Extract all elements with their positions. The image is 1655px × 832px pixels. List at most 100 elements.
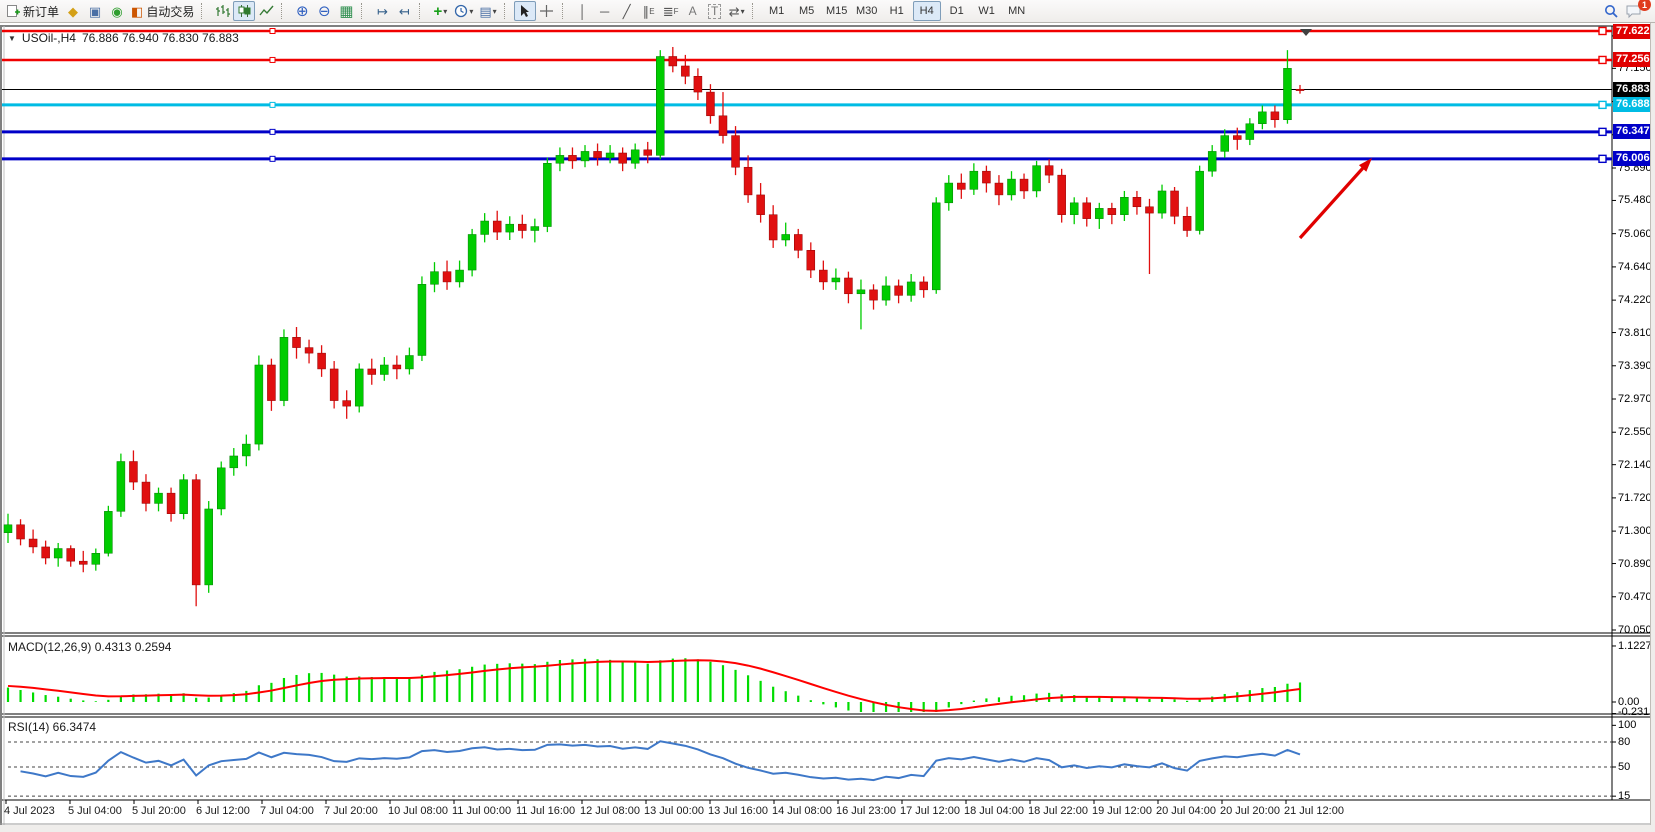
zoom-in-button[interactable]: ⊕ (291, 1, 313, 21)
vertical-line-tool[interactable]: │ (572, 1, 594, 21)
text-tool[interactable]: A (682, 1, 704, 21)
rsi-axis-label: 80 (1618, 736, 1631, 748)
zoom-in-icon: ⊕ (296, 2, 309, 20)
add-indicator-icon: + (433, 2, 443, 20)
text-icon: A (688, 3, 697, 18)
trendline-tool[interactable]: ╱ (616, 1, 638, 21)
zoom-out-icon: ⊖ (318, 2, 331, 20)
autotrading-label: 自动交易 (146, 4, 195, 19)
price-tick-label: 73.810 (1618, 326, 1652, 339)
arrows-icon: ⇄ (728, 3, 740, 19)
time-axis-label: 13 Jul 16:00 (708, 805, 768, 817)
channel-tool[interactable]: ∥ E (642, 3, 655, 19)
price-level-badge[interactable]: 76.006 (1613, 151, 1655, 167)
time-axis-label: 5 Jul 04:00 (68, 805, 122, 817)
toolbar-separator (281, 3, 288, 19)
toolbar-separator (201, 3, 208, 19)
time-axis-label: 20 Jul 04:00 (1156, 805, 1216, 817)
price-level-badge[interactable]: 77.256 (1613, 52, 1655, 68)
timeframe-button-m1[interactable]: M1 (769, 5, 785, 17)
indicators-button[interactable]: + ▾ (429, 1, 451, 21)
chat-button[interactable]: 1 (1622, 0, 1651, 21)
rsi-indicator-label: RSI(14) 66.3474 (8, 720, 97, 734)
candlestick-chart-icon (238, 5, 251, 17)
time-axis-label: 20 Jul 20:00 (1220, 805, 1280, 817)
line-chart-mode-button[interactable] (255, 1, 277, 21)
timeframe-button-h4[interactable]: H4 (912, 1, 941, 21)
price-tick-label: 72.140 (1618, 458, 1652, 471)
search-icon (1604, 4, 1618, 18)
autotrading-button[interactable]: ◧ 自动交易 (128, 1, 197, 21)
chart-shift-button[interactable]: ↤ (393, 1, 415, 21)
equidistant-channel-icon: ∥ (642, 3, 650, 19)
crosshair-tool-button[interactable] (536, 1, 558, 21)
price-level-badge[interactable]: 77.622 (1613, 23, 1655, 39)
trendline-icon: ╱ (622, 3, 631, 19)
candlestick-chart-mode-button[interactable] (233, 1, 256, 21)
time-axis-label: 18 Jul 04:00 (964, 805, 1024, 817)
rsi-axis-label: 15 (1618, 790, 1631, 803)
current-price-badge: 76.883 (1613, 81, 1655, 97)
zoom-out-button[interactable]: ⊖ (313, 1, 335, 21)
timeframe-button-w1[interactable]: W1 (978, 5, 995, 17)
bar-chart-icon (215, 5, 230, 17)
clock-icon (455, 4, 468, 18)
macd-axis-label: -0.2312 (1618, 706, 1655, 718)
new-order-button[interactable]: 新订单 (3, 1, 62, 21)
templates-button[interactable]: ▤ ▾ (476, 1, 499, 21)
toolbar-separator (751, 3, 759, 19)
signals-button[interactable]: ◉ (106, 1, 128, 21)
horizontal-line-tool[interactable]: ─ (594, 1, 616, 21)
auto-scroll-button[interactable]: ↦ (371, 1, 393, 21)
crosshair-icon (540, 5, 554, 17)
periods-button[interactable]: ▾ (451, 1, 476, 21)
time-axis-label: 4 Jul 2023 (4, 805, 55, 817)
data-window-button[interactable]: ▣ (84, 1, 106, 21)
price-tick-label: 74.220 (1618, 294, 1652, 307)
timeframe-button-h1[interactable]: H1 (889, 5, 904, 17)
tile-windows-button[interactable]: ▦ (335, 1, 357, 21)
data-window-icon: ▣ (88, 3, 102, 19)
time-axis-label: 11 Jul 16:00 (516, 805, 576, 817)
timeframe-button-m5[interactable]: M5 (799, 5, 815, 17)
toolbar-separator (561, 3, 569, 19)
price-level-badge[interactable]: 76.688 (1613, 97, 1655, 113)
bar-chart-mode-button[interactable] (211, 1, 233, 21)
new-order-label: 新订单 (23, 4, 60, 19)
toolbar-separator (419, 3, 426, 19)
line-chart-icon (259, 5, 274, 16)
time-axis-label: 13 Jul 00:00 (644, 805, 704, 817)
time-axis-label: 6 Jul 12:00 (196, 805, 250, 817)
arrows-tool[interactable]: ⇄ ▾ (726, 1, 748, 21)
chevron-down-icon: ▾ (740, 6, 745, 16)
price-level-badge[interactable]: 76.347 (1613, 124, 1655, 140)
fibonacci-icon: ≣ (662, 3, 674, 19)
tile-windows-icon: ▦ (339, 2, 354, 20)
price-tick-label: 75.060 (1618, 227, 1652, 240)
timeframe-button-d1[interactable]: D1 (949, 5, 964, 17)
timeframe-button-m15[interactable]: M15 (825, 5, 848, 17)
text-label-tool[interactable]: T (704, 1, 726, 21)
time-axis-label: 7 Jul 20:00 (324, 805, 378, 817)
timeframe-button-mn[interactable]: MN (1008, 5, 1026, 17)
rsi-axis-label: 50 (1618, 761, 1631, 773)
window-bottom-edge (0, 825, 1655, 832)
fibonacci-tool[interactable]: ≣ F (662, 3, 679, 19)
chevron-down-icon: ▾ (492, 6, 497, 16)
price-tick-label: 74.640 (1618, 260, 1652, 273)
text-label-icon: T (707, 3, 722, 19)
auto-scroll-icon: ↦ (376, 3, 388, 19)
price-tick-label: 71.720 (1618, 491, 1652, 504)
price-tick-label: 70.470 (1618, 590, 1652, 603)
price-tick-label: 72.970 (1618, 393, 1652, 405)
time-axis-label: 14 Jul 08:00 (772, 805, 832, 817)
chevron-down-icon: ▾ (443, 6, 448, 16)
toolbar-separator (503, 3, 511, 19)
symbol-dropdown-caret[interactable]: ▼ (8, 33, 16, 43)
cursor-tool-button[interactable] (513, 1, 536, 21)
search-button[interactable] (1600, 1, 1622, 21)
timeframe-button-m30[interactable]: M30 (855, 5, 878, 17)
market-watch-button[interactable]: ◆ (62, 1, 84, 21)
